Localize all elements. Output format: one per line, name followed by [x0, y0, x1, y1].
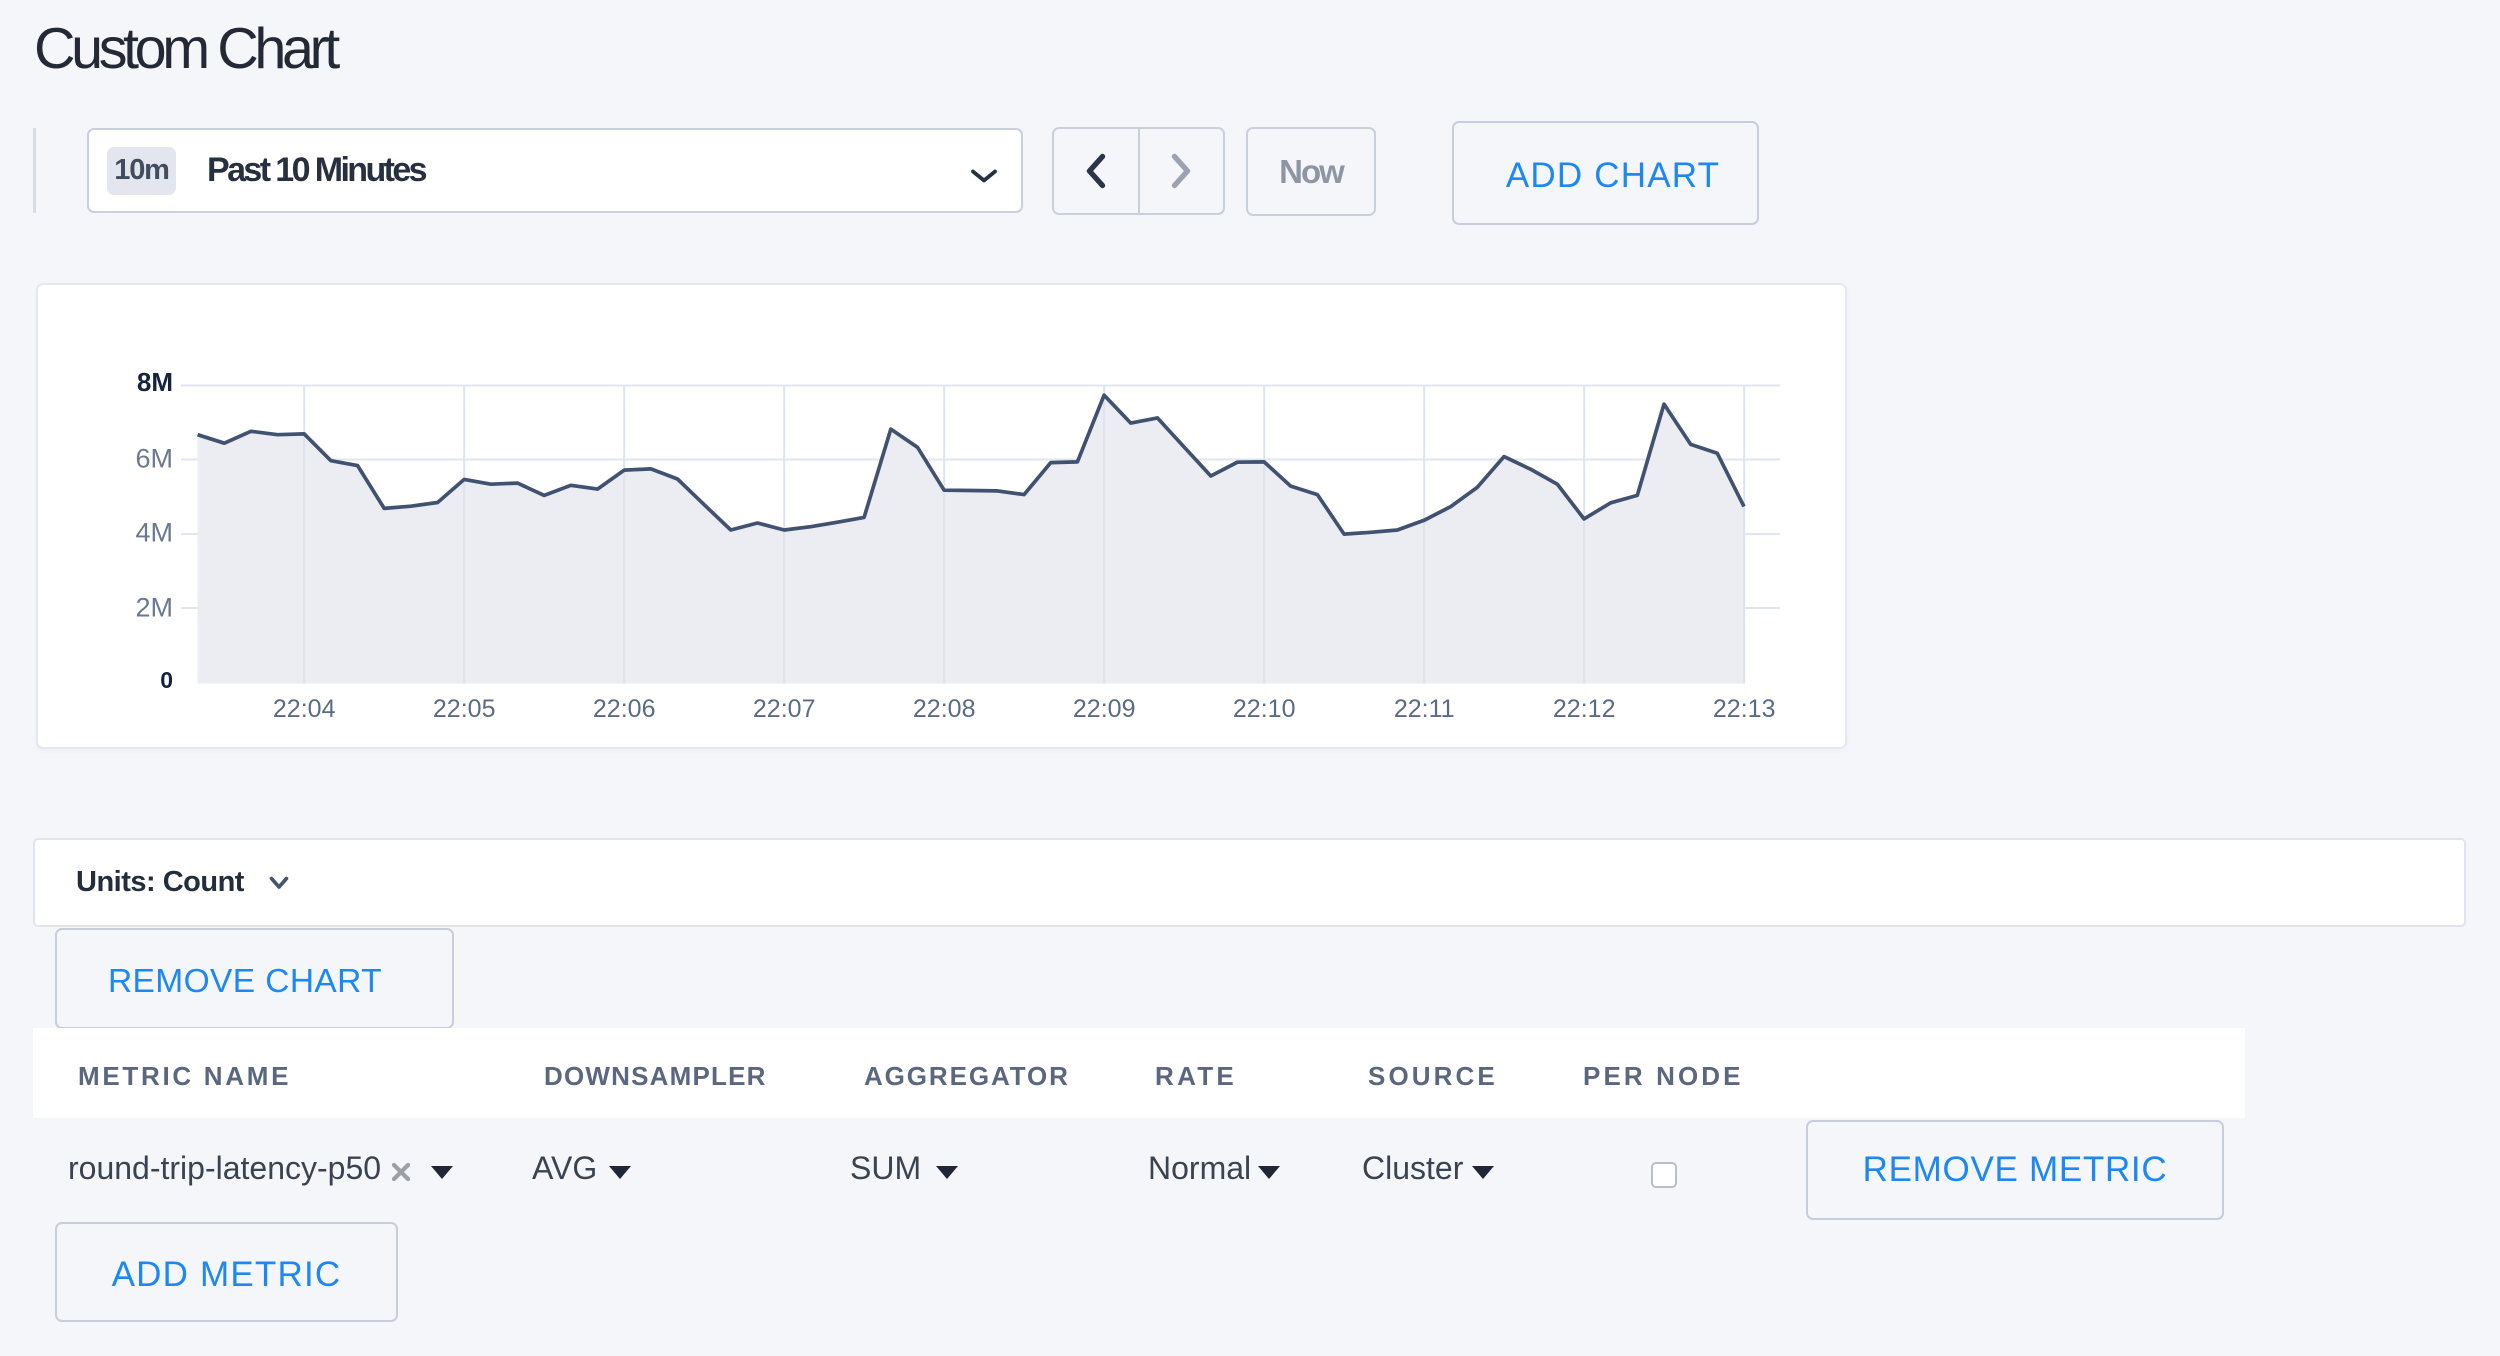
- svg-text:22:08: 22:08: [913, 695, 976, 723]
- svg-text:22:07: 22:07: [753, 695, 816, 723]
- svg-text:22:12: 22:12: [1553, 695, 1616, 723]
- svg-text:22:04: 22:04: [273, 695, 336, 723]
- svg-text:2M: 2M: [135, 593, 173, 623]
- svg-text:22:05: 22:05: [433, 695, 496, 723]
- svg-text:22:10: 22:10: [1233, 695, 1296, 723]
- svg-text:8M: 8M: [137, 367, 173, 397]
- svg-text:22:11: 22:11: [1394, 695, 1455, 723]
- svg-text:0: 0: [160, 667, 173, 693]
- svg-text:6M: 6M: [135, 444, 173, 474]
- svg-text:22:09: 22:09: [1073, 695, 1136, 723]
- svg-text:22:06: 22:06: [593, 695, 656, 723]
- svg-text:4M: 4M: [135, 518, 173, 548]
- svg-text:22:13: 22:13: [1713, 695, 1776, 723]
